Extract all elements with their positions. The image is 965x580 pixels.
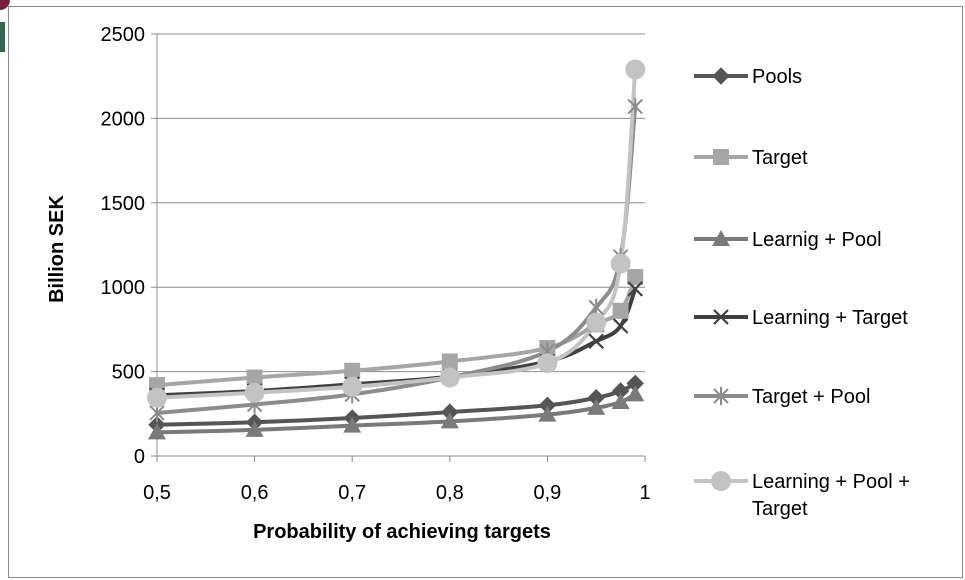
data-point-2 <box>587 398 606 415</box>
data-point-1 <box>344 362 361 379</box>
x-tick-label: 0,5 <box>143 482 171 504</box>
data-point-3 <box>588 333 604 349</box>
x-tick-label: 0,8 <box>436 482 464 504</box>
legend-label: Learning + Pool + Target <box>752 471 910 520</box>
y-tick-label: 500 <box>112 362 145 384</box>
data-point-2 <box>611 392 630 409</box>
data-point-3 <box>627 281 644 297</box>
data-point-4 <box>627 97 643 116</box>
x-tick-labels: 0,5 0,6 0,7 0,8 0,9 1 <box>143 482 650 504</box>
data-point-2 <box>343 416 362 433</box>
legend-label: Target + Pool <box>752 386 870 408</box>
chart-axes <box>151 33 646 462</box>
data-point-1 <box>246 369 263 386</box>
legend-item: Learnig + Pool <box>694 229 882 251</box>
legend-label: Target <box>752 147 808 169</box>
data-point-1 <box>627 269 644 286</box>
x-tick-label: 1 <box>639 482 650 504</box>
legend-item: Learning + Target <box>694 307 908 329</box>
x-tick-label: 0,6 <box>241 482 269 504</box>
legend: Pools Target Learnig + Pool Learning + Targ… <box>694 66 910 520</box>
legend-swatch-marker <box>711 471 731 491</box>
legend-item: Target + Pool <box>694 386 870 408</box>
y-tick-label: 0 <box>134 446 145 468</box>
data-point-2 <box>626 385 645 402</box>
legend-swatch-marker <box>712 67 730 85</box>
data-point-1 <box>441 353 458 370</box>
x-axis-title: Probability of achieving targets <box>253 521 551 543</box>
series-line-1 <box>155 275 638 388</box>
legend-label: Learnig + Pool <box>752 229 882 251</box>
legend-swatch-marker <box>713 149 729 165</box>
data-point-5 <box>586 312 607 333</box>
series-lines <box>155 67 638 435</box>
legend-swatch-marker <box>713 309 729 325</box>
legend-item: Learning + Pool + Target <box>694 471 910 520</box>
left-edge-decoration <box>0 22 5 52</box>
data-point-2 <box>245 420 264 437</box>
data-point-5 <box>537 353 558 374</box>
data-point-5 <box>147 387 167 408</box>
legend-label: Learning + Target <box>752 307 908 329</box>
corner-decoration <box>0 0 10 10</box>
data-point-5 <box>625 59 646 80</box>
data-point-5 <box>244 382 265 403</box>
legend-swatch-marker <box>713 387 729 405</box>
y-tick-label: 2000 <box>101 108 146 130</box>
data-point-5 <box>342 376 363 397</box>
y-tick-label: 1000 <box>101 277 146 299</box>
legend-label: Pools <box>752 66 802 88</box>
data-point-2 <box>440 412 459 429</box>
legend-item: Pools <box>694 66 802 88</box>
y-gridlines <box>157 33 645 373</box>
data-point-5 <box>610 253 631 274</box>
chart-frame <box>8 6 963 578</box>
legend-item: Target <box>694 147 808 169</box>
data-point-1 <box>612 302 629 319</box>
series-line-2 <box>155 392 638 435</box>
y-axis-title: Billion SEK <box>46 195 68 303</box>
data-point-5 <box>439 367 460 388</box>
y-tick-label: 1500 <box>101 193 146 215</box>
data-point-3 <box>612 318 629 334</box>
series-markers <box>147 59 646 440</box>
y-tick-label: 2500 <box>101 24 146 46</box>
x-tick-label: 0,7 <box>338 482 366 504</box>
x-tick-label: 0,9 <box>533 482 561 504</box>
legend-swatch-marker <box>712 230 730 246</box>
data-point-2 <box>538 405 557 422</box>
data-point-2 <box>148 423 166 440</box>
y-tick-labels: 0 500 1000 1500 2000 2500 <box>101 24 146 468</box>
